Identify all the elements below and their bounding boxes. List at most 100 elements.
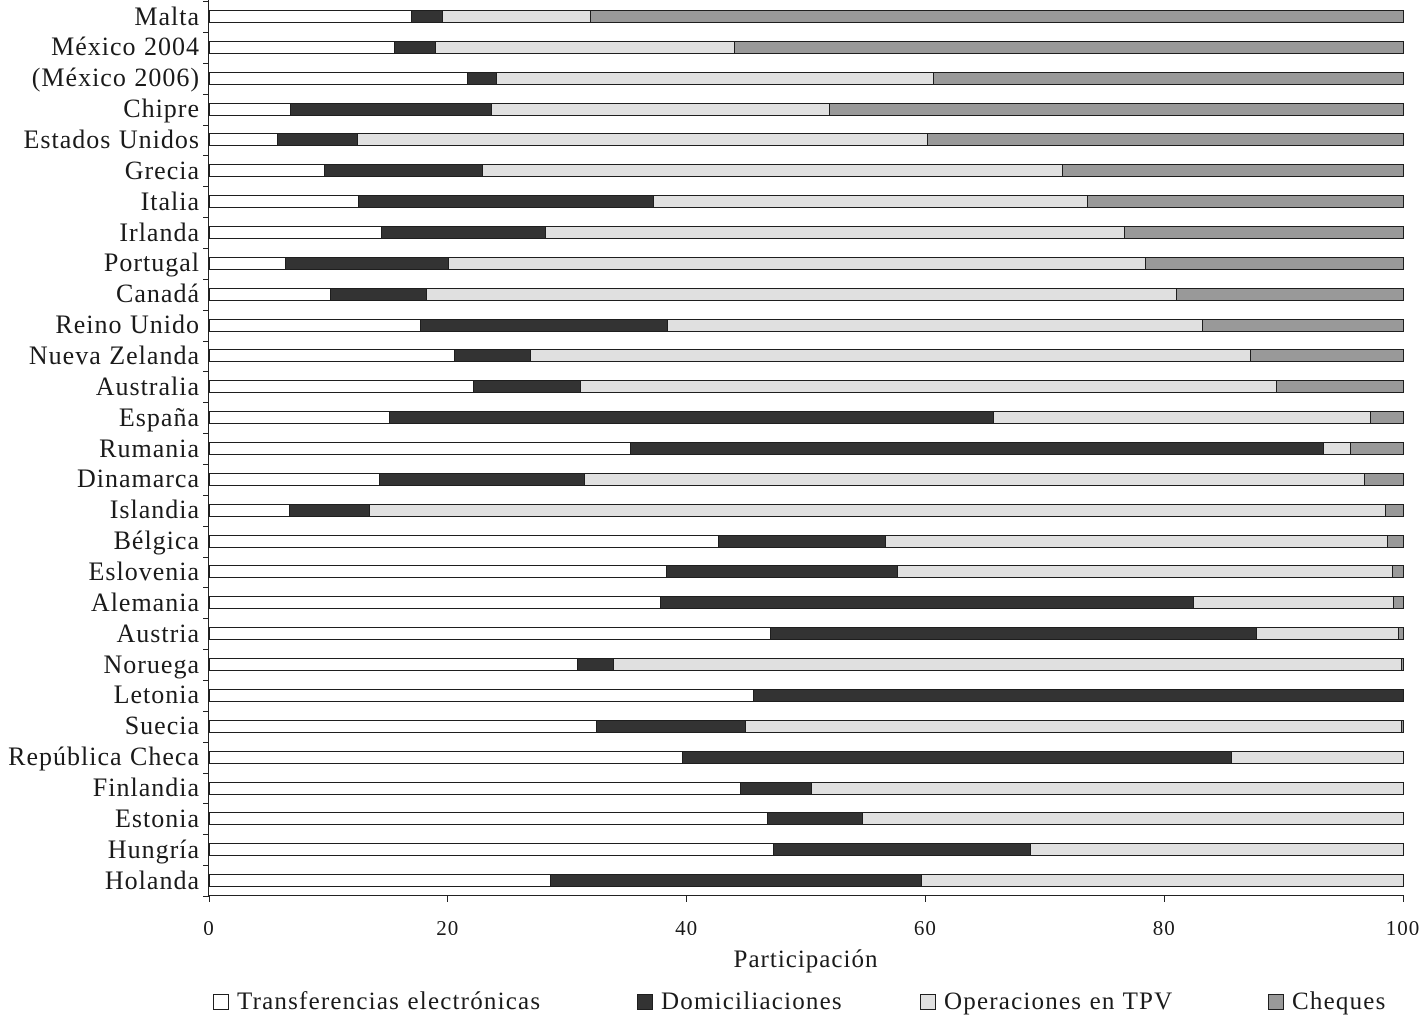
legend-swatch	[1268, 994, 1284, 1010]
y-axis-tick	[203, 742, 209, 743]
bar-mexico-2004-operaciones-en-tpv	[435, 41, 735, 54]
bar-espana-operaciones-en-tpv	[993, 411, 1371, 424]
category-label-suecia: Suecia	[124, 711, 200, 740]
category-label-dinamarca: Dinamarca	[76, 464, 200, 493]
bar-grecia-cheques	[1062, 164, 1404, 177]
category-label-islandia: Islandia	[109, 495, 200, 524]
category-label-nueva-zelanda: Nueva Zelanda	[28, 341, 200, 370]
y-axis-tick	[203, 248, 209, 249]
bar-alemania-operaciones-en-tpv	[1193, 596, 1394, 609]
bar-holanda-transferencias-electronicas	[209, 874, 551, 887]
bar-belgica-operaciones-en-tpv	[885, 535, 1388, 548]
bar-dinamarca-transferencias-electronicas	[209, 473, 380, 486]
bar-belgica-transferencias-electronicas	[209, 535, 719, 548]
bar-finlandia-transferencias-electronicas	[209, 782, 741, 795]
category-label-finlandia: Finlandia	[92, 773, 200, 802]
bar-alemania-domiciliaciones	[660, 596, 1194, 609]
bar-reino-unido-cheques	[1202, 319, 1404, 332]
bar-irlanda-domiciliaciones	[381, 226, 546, 239]
category-label-mexico-2006: (México 2006)	[31, 63, 200, 92]
bar-rumania-cheques	[1350, 442, 1404, 455]
y-axis-tick	[203, 896, 209, 897]
category-label-reino-unido: Reino Unido	[55, 310, 200, 339]
bar-nueva-zelanda-domiciliaciones	[454, 349, 531, 362]
bar-canada-transferencias-electronicas	[209, 288, 331, 301]
y-axis-tick	[203, 63, 209, 64]
category-label-rumania: Rumania	[99, 434, 200, 463]
bar-chipre-transferencias-electronicas	[209, 103, 291, 116]
x-tick-label: 40	[675, 916, 699, 940]
bar-noruega-domiciliaciones	[577, 658, 614, 671]
bar-hungria-domiciliaciones	[773, 843, 1031, 856]
bar-chipre-domiciliaciones	[290, 103, 492, 116]
bar-eslovenia-operaciones-en-tpv	[897, 565, 1393, 578]
x-axis-tick	[925, 895, 926, 902]
bar-irlanda-transferencias-electronicas	[209, 226, 382, 239]
bar-mexico-2004-cheques	[734, 41, 1404, 54]
bar-eslovenia-cheques	[1392, 565, 1404, 578]
bar-malta-operaciones-en-tpv	[442, 10, 591, 23]
bar-canada-cheques	[1176, 288, 1404, 301]
bar-hungria-transferencias-electronicas	[209, 843, 774, 856]
category-label-chipre: Chipre	[123, 94, 200, 123]
category-label-malta: Malta	[134, 2, 200, 31]
bar-italia-domiciliaciones	[358, 195, 654, 208]
bar-italia-operaciones-en-tpv	[653, 195, 1088, 208]
bar-suecia-cheques	[1401, 720, 1404, 733]
category-label-republica-checa: República Checa	[8, 742, 200, 771]
category-label-hungria: Hungría	[107, 835, 200, 864]
category-label-holanda: Holanda	[104, 866, 200, 895]
bar-suecia-transferencias-electronicas	[209, 720, 597, 733]
bar-grecia-transferencias-electronicas	[209, 164, 325, 177]
bar-estados-unidos-transferencias-electronicas	[209, 133, 278, 146]
y-axis-tick	[203, 865, 209, 866]
y-axis-tick	[203, 649, 209, 650]
y-axis-tick	[203, 32, 209, 33]
bar-canada-domiciliaciones	[330, 288, 427, 301]
bar-malta-domiciliaciones	[411, 10, 443, 23]
legend-swatch	[213, 994, 229, 1010]
bar-austria-domiciliaciones	[770, 627, 1257, 640]
legend: Transferencias electrónicas Domiciliacion…	[0, 987, 1421, 1017]
bar-dinamarca-domiciliaciones	[379, 473, 585, 486]
bar-suecia-operaciones-en-tpv	[745, 720, 1402, 733]
y-axis-tick	[203, 711, 209, 712]
legend-item-transferencias-electronicas: Transferencias electrónicas	[213, 987, 541, 1017]
y-axis-tick	[203, 433, 209, 434]
bar-austria-transferencias-electronicas	[209, 627, 771, 640]
legend-label: Cheques	[1292, 988, 1387, 1015]
bar-canada-operaciones-en-tpv	[426, 288, 1177, 301]
y-axis-tick	[203, 618, 209, 619]
x-tick-label: 80	[1152, 916, 1176, 940]
y-axis-tick	[203, 526, 209, 527]
category-label-grecia: Grecia	[124, 156, 200, 185]
bar-suecia-domiciliaciones	[596, 720, 746, 733]
bar-islandia-cheques	[1385, 504, 1404, 517]
bar-italia-transferencias-electronicas	[209, 195, 359, 208]
bar-espana-transferencias-electronicas	[209, 411, 390, 424]
bar-portugal-transferencias-electronicas	[209, 257, 286, 270]
bar-espana-domiciliaciones	[389, 411, 994, 424]
category-label-belgica: Bélgica	[113, 526, 200, 555]
bar-malta-cheques	[590, 10, 1404, 23]
bar-dinamarca-cheques	[1364, 473, 1404, 486]
bar-grecia-domiciliaciones	[324, 164, 483, 177]
y-axis-tick	[203, 803, 209, 804]
bar-chipre-operaciones-en-tpv	[491, 103, 830, 116]
bar-rumania-operaciones-en-tpv	[1323, 442, 1351, 455]
bar-eslovenia-transferencias-electronicas	[209, 565, 667, 578]
category-label-espana: España	[118, 403, 200, 432]
legend-item-cheques: Cheques	[1268, 987, 1387, 1017]
bar-nueva-zelanda-operaciones-en-tpv	[530, 349, 1251, 362]
bar-estonia-operaciones-en-tpv	[862, 812, 1404, 825]
category-label-australia: Australia	[95, 372, 200, 401]
bar-chipre-cheques	[829, 103, 1404, 116]
y-axis-tick	[203, 834, 209, 835]
x-axis-tick	[447, 895, 448, 902]
bar-alemania-cheques	[1393, 596, 1404, 609]
bar-alemania-transferencias-electronicas	[209, 596, 661, 609]
bar-letonia-domiciliaciones	[753, 689, 1404, 702]
bar-reino-unido-transferencias-electronicas	[209, 319, 421, 332]
category-label-canada: Canadá	[116, 279, 200, 308]
